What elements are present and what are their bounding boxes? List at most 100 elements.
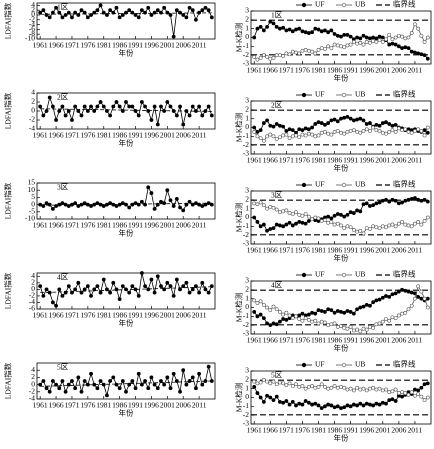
series-0-point <box>329 118 334 123</box>
y-tick-label: 0 <box>31 106 35 115</box>
ldfai-point <box>200 204 205 208</box>
series-0-point <box>387 398 392 403</box>
series-1-point <box>332 384 337 388</box>
series-0-point <box>310 125 314 130</box>
series-1-point <box>374 322 379 327</box>
x-tick-label: 1961 <box>33 131 48 140</box>
series-1-point <box>380 130 385 135</box>
ldfai-point <box>38 202 43 207</box>
series-1-point <box>406 392 411 397</box>
x-tick-label: 1996 <box>144 311 159 320</box>
x-tick-label: 1971 <box>279 156 294 165</box>
series-0-point <box>303 221 308 226</box>
ldfai-point <box>57 287 62 292</box>
x-axis-label: 年份 <box>334 253 349 263</box>
series-1-point <box>351 40 356 44</box>
trend-line <box>40 380 212 387</box>
series-0-point <box>290 128 295 133</box>
series-0-point <box>393 42 398 47</box>
series-0-point <box>323 404 327 409</box>
series-0-point <box>284 129 289 133</box>
ldfai-point <box>165 280 170 285</box>
ldfai-point <box>152 382 157 387</box>
series-0-point <box>400 287 404 292</box>
ldfai-point <box>101 277 106 282</box>
series-1-point <box>406 130 411 134</box>
series-0-point <box>387 199 392 204</box>
series-0-point <box>416 388 421 393</box>
x-tick-label: 1996 <box>144 41 159 50</box>
ldfai-point <box>155 274 160 279</box>
series-1-point <box>316 47 321 52</box>
series-0-point <box>355 117 359 122</box>
series-1-point <box>342 385 347 390</box>
series-1-point <box>393 35 398 40</box>
x-tick-label: 1986 <box>112 401 127 410</box>
ldfai-point <box>82 201 87 206</box>
ldfai-point <box>66 284 71 288</box>
series-0-point <box>278 123 282 128</box>
series-0-point <box>355 208 359 213</box>
ldfai-point <box>178 205 182 210</box>
ldfai-point <box>66 10 71 15</box>
series-0-point <box>281 25 286 30</box>
series-1-point <box>416 220 421 224</box>
y-tick-label: -2 <box>29 387 35 396</box>
x-tick-label: 2006 <box>391 66 406 75</box>
series-1-point <box>416 26 421 31</box>
y-axis-label: LDFAI指数 <box>3 182 13 219</box>
series-1-point <box>316 133 321 138</box>
ldfai-point <box>165 100 170 104</box>
series-1-point <box>274 207 279 212</box>
series-0-point <box>422 382 427 387</box>
series-0-point <box>265 24 269 29</box>
series-0-point <box>361 202 366 207</box>
series-0-point <box>355 35 359 40</box>
series-1-point <box>255 57 260 62</box>
panel-label: 4区 <box>57 273 69 282</box>
ldfai-point <box>206 364 211 369</box>
x-tick-label: 2011 <box>192 221 207 230</box>
y-axis-label: LDFAI指数 <box>3 92 13 129</box>
series-1-point <box>377 38 382 43</box>
series-1-point <box>316 216 321 221</box>
series-1-point <box>271 304 276 309</box>
series-0-point <box>345 403 350 408</box>
plot-frame <box>36 362 216 400</box>
series-0-point <box>323 28 327 33</box>
series-1-point <box>271 134 276 139</box>
series-1-point <box>409 390 414 395</box>
ldfai-point <box>57 386 62 391</box>
series-1-point <box>297 384 302 389</box>
series-0-point <box>358 116 363 121</box>
series-0-point <box>425 381 430 386</box>
series-0-point <box>406 197 411 202</box>
series-1-point <box>268 381 273 386</box>
series-0-point <box>416 294 421 299</box>
series-0-point <box>265 228 269 233</box>
ldfai-point <box>73 201 78 206</box>
series-1-point <box>281 54 286 58</box>
series-1-point <box>400 311 404 316</box>
ldfai-point <box>47 95 52 100</box>
ldfai-point <box>41 8 46 13</box>
series-0-point <box>371 300 376 305</box>
series-1-point <box>294 210 298 215</box>
x-axis-label: 年份 <box>334 343 349 353</box>
x-tick-label: 1996 <box>144 131 159 140</box>
series-1-point <box>374 225 379 230</box>
series-0-point <box>261 316 266 321</box>
series-1-point <box>316 321 321 326</box>
panel-label: 3区 <box>271 191 283 200</box>
y-tick-label: 5 <box>31 192 35 201</box>
y-tick-label: 1 <box>245 383 249 392</box>
series-0-point <box>390 123 395 128</box>
legend-marker <box>341 182 347 188</box>
series-0-point <box>294 27 298 32</box>
ldfai-point <box>143 379 147 383</box>
ldfai-point <box>139 271 144 275</box>
trend-line <box>40 12 212 15</box>
legend-label: UB <box>355 270 365 279</box>
series-1-point <box>278 135 282 140</box>
y-tick-label: 1 <box>245 113 249 122</box>
